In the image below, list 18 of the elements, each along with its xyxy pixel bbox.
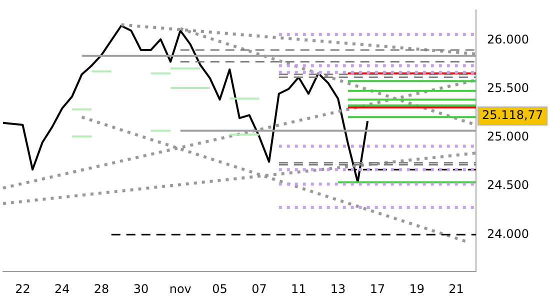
x-tick-label: 30 — [133, 282, 149, 296]
x-tick-label: 17 — [370, 282, 386, 296]
x-tick-label: 13 — [330, 282, 346, 296]
x-tick-label: 11 — [290, 282, 306, 296]
y-tick-label: 25.000 — [487, 130, 529, 144]
y-tick-label: 25.500 — [487, 81, 529, 96]
x-tick-label: 21 — [448, 282, 464, 296]
x-tick-label: 07 — [252, 282, 267, 296]
x-tick-label: nov — [169, 282, 192, 296]
x-tick-label: 22 — [15, 282, 30, 296]
x-tick-label: 24 — [54, 282, 70, 296]
x-tick-label: 19 — [409, 282, 425, 296]
x-tick-label: 28 — [94, 282, 110, 296]
y-tick-label: 24.500 — [487, 178, 529, 192]
y-tick-label: 24.000 — [487, 226, 529, 241]
x-tick-label: 05 — [212, 282, 228, 296]
text: 25.118,77 — [482, 108, 544, 122]
y-tick-label: 26.000 — [487, 32, 529, 46]
